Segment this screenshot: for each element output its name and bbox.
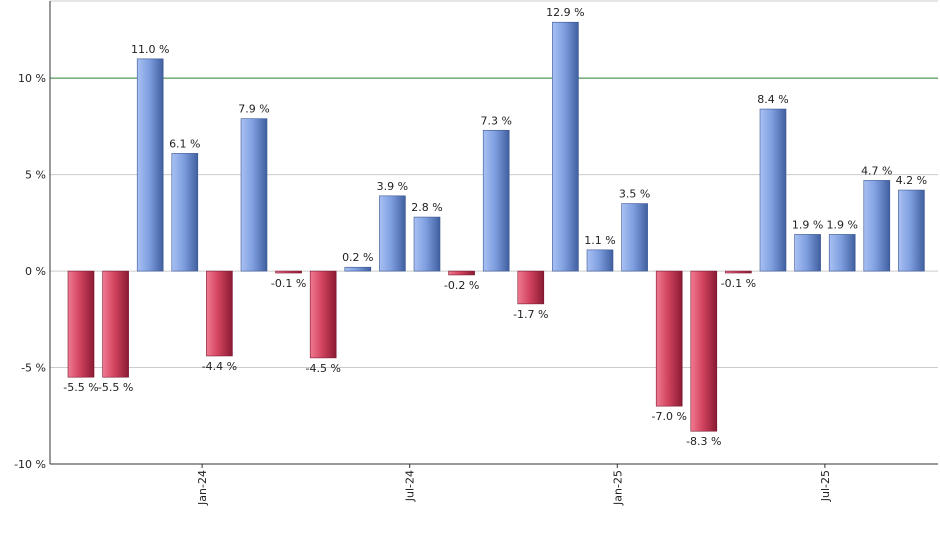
bar [136, 58, 164, 272]
x-tick-label: Jul-25 [819, 470, 832, 502]
data-label: 2.8 % [411, 201, 442, 214]
data-label: -0.1 % [721, 277, 756, 290]
bar [206, 270, 233, 357]
bar [413, 216, 441, 272]
data-label: 6.1 % [169, 137, 200, 150]
data-labels: -5.5 % -5.5 % 11.0 % 6.1 % -4.4 % 7.9 % -0.1 %… [63, 6, 927, 448]
data-label: -5.5 % [98, 381, 133, 394]
data-label: 4.7 % [861, 164, 892, 177]
bar [67, 270, 95, 378]
bar [655, 270, 683, 407]
bar [621, 203, 648, 272]
bar [240, 118, 268, 272]
data-label: 8.4 % [757, 93, 788, 106]
x-tick-label: Jan-25 [611, 470, 624, 506]
axes: -10 % -5 % 0 % 5 % 10 % Jan-24 Jul-24 Jan-25 Jul… [14, 1, 938, 506]
data-label: -7.0 % [651, 410, 686, 423]
bar [344, 266, 372, 272]
data-label: 3.5 % [619, 188, 650, 201]
data-label: -0.2 % [444, 279, 479, 292]
data-label: 1.1 % [584, 234, 615, 247]
data-label: -4.4 % [202, 360, 237, 373]
x-tick-label: Jul-24 [404, 470, 417, 502]
y-tick-label: 10 % [18, 72, 46, 85]
data-label: -0.1 % [271, 277, 306, 290]
bar [586, 249, 614, 272]
data-label: -4.5 % [305, 362, 340, 375]
y-tick-label: -5 % [21, 362, 46, 375]
bar [309, 270, 337, 359]
bar [552, 21, 579, 272]
y-tick-label: -10 % [14, 458, 46, 471]
data-label: 7.9 % [238, 103, 269, 116]
bar [102, 270, 129, 378]
bar [171, 153, 199, 272]
data-label: 1.9 % [826, 218, 857, 231]
bar [275, 270, 302, 274]
y-tick-label: 5 % [25, 169, 46, 182]
bar [794, 234, 821, 272]
data-label: 7.3 % [480, 114, 511, 127]
bar [898, 189, 925, 272]
bar [725, 270, 752, 274]
data-label: -5.5 % [63, 381, 98, 394]
bar-series [67, 21, 925, 432]
bar [828, 234, 856, 272]
data-label: 0.2 % [342, 251, 373, 264]
data-label: 12.9 % [546, 6, 584, 19]
data-label: -1.7 % [513, 308, 548, 321]
data-label: -8.3 % [686, 435, 721, 448]
bar [759, 108, 787, 272]
data-label: 4.2 % [896, 174, 927, 187]
bar [482, 129, 510, 272]
data-label: 11.0 % [131, 43, 169, 56]
bar [517, 270, 545, 305]
bar [863, 180, 891, 272]
bar [379, 195, 406, 272]
data-label: 1.9 % [792, 218, 823, 231]
bar [690, 270, 718, 432]
y-tick-label: 0 % [25, 265, 46, 278]
x-tick-label: Jan-24 [196, 470, 209, 506]
bar [448, 270, 475, 276]
data-label: 3.9 % [377, 180, 408, 193]
